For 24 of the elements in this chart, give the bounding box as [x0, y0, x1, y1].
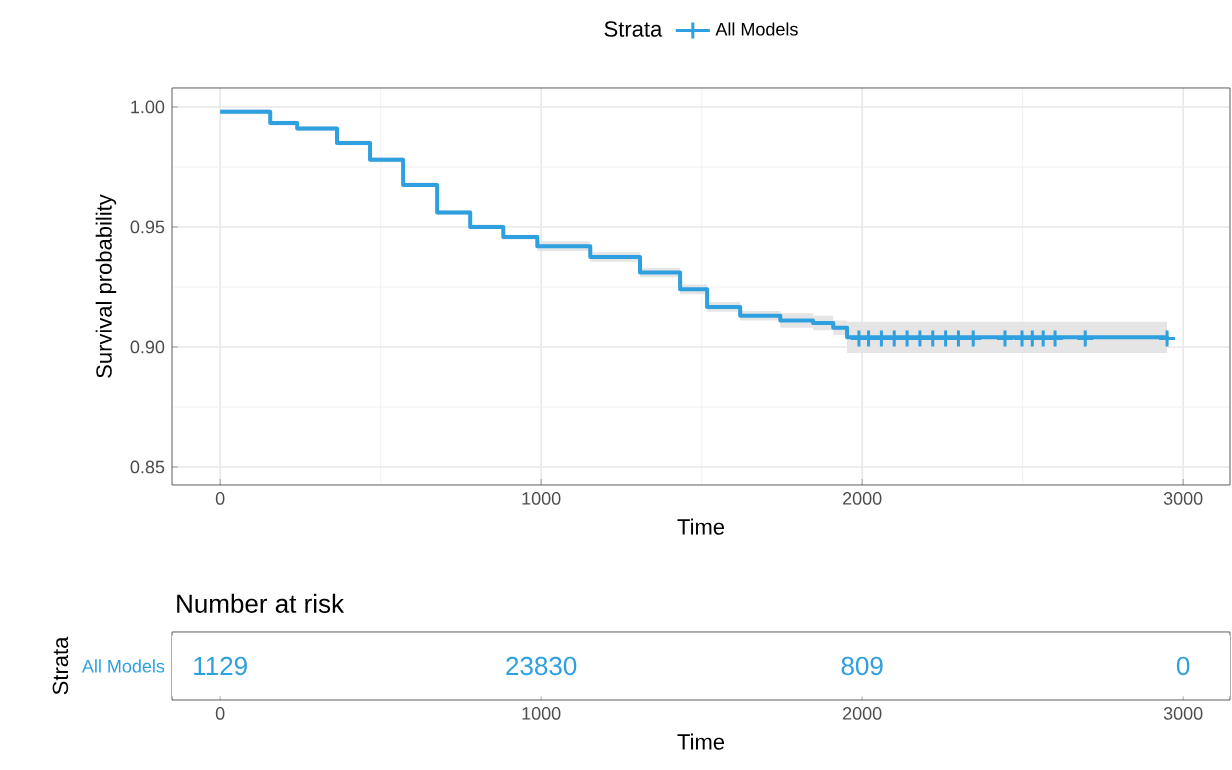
y-tick-label: 0.90 [130, 340, 165, 354]
x-tick-label: 2000 [843, 492, 882, 505]
y-tick-label: 0.95 [130, 220, 165, 234]
x-tick-label: 0 [215, 492, 225, 505]
data-label: 809 [841, 656, 883, 676]
data-label: 0 [1176, 656, 1190, 676]
x-axis-title: Time [677, 733, 725, 750]
x-tick-label: 3000 [1163, 707, 1203, 720]
x-tick-label: 0 [215, 707, 225, 720]
legend-label: All Models [715, 22, 798, 36]
y-tick-label: 0.85 [130, 460, 165, 474]
data-label: 23830 [506, 656, 577, 676]
x-axis-title: Time [677, 518, 725, 535]
x-tick-label: 1000 [522, 492, 561, 505]
x-tick-label: 3000 [1163, 492, 1203, 505]
legend-title: Strata [604, 21, 663, 37]
y-tick-label: 1.00 [131, 100, 165, 114]
x-tick-label: 2000 [843, 707, 882, 720]
chart-title: Number at risk [177, 593, 345, 613]
y-axis-title: Survival probability [95, 194, 117, 378]
data-label: 1129 [194, 656, 247, 676]
y-tick-label: All Models [81, 659, 165, 673]
y-axis-title: Strata [52, 636, 69, 695]
x-tick-label: 1000 [522, 707, 561, 720]
